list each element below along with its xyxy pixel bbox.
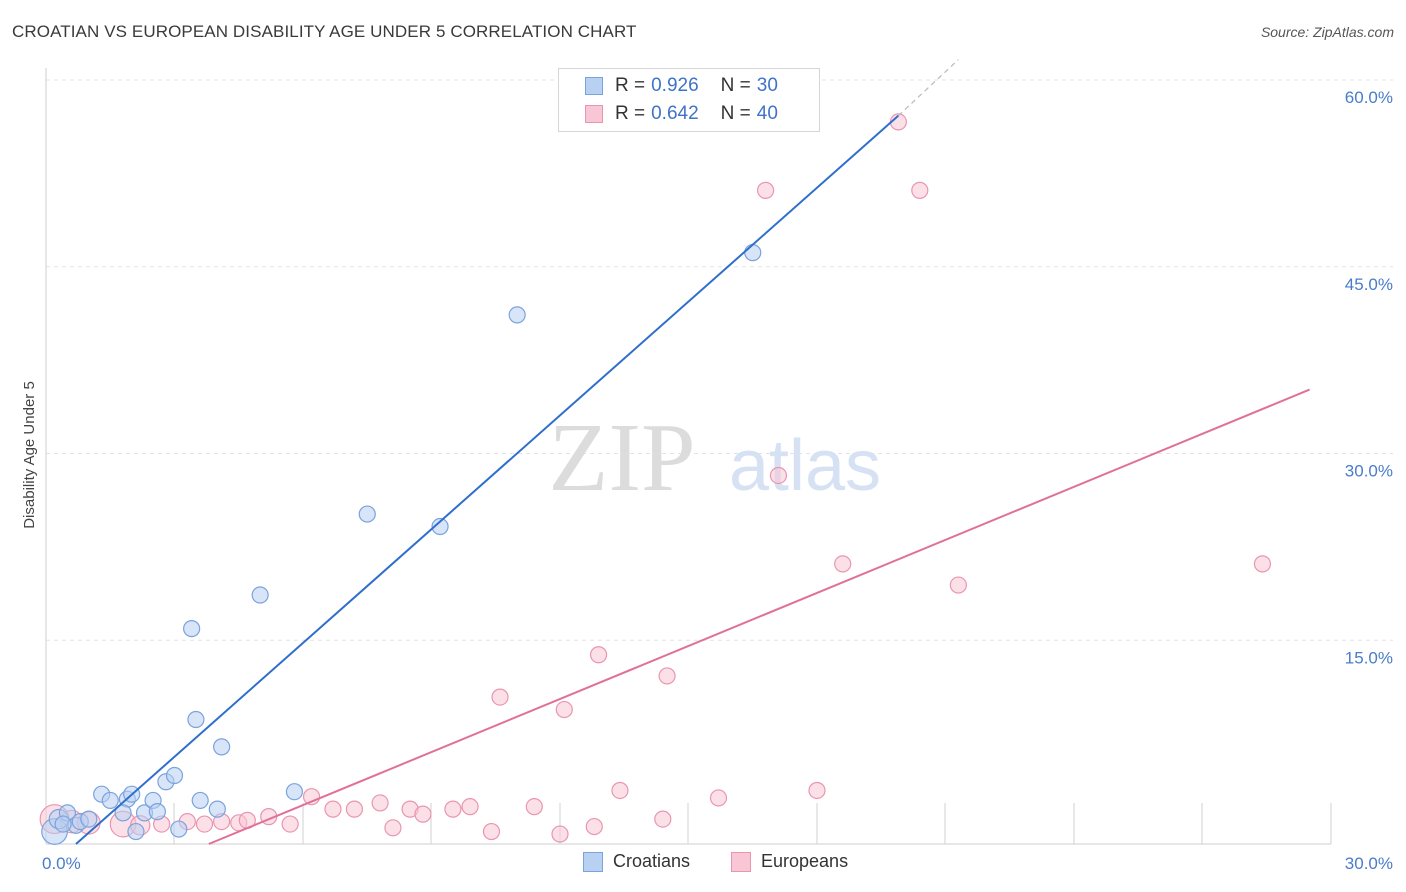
chart-source: Source: ZipAtlas.com xyxy=(1260,24,1394,40)
croatians-point xyxy=(148,803,166,821)
croatians-point xyxy=(114,804,132,822)
europeans-points xyxy=(39,113,1272,843)
europeans-point xyxy=(371,794,389,812)
watermark-zip: ZIP xyxy=(549,404,696,512)
grid-lines xyxy=(46,79,1393,641)
x-tick-labels: 0.0% 30.0% xyxy=(42,854,1393,873)
europeans-swatch xyxy=(731,851,751,872)
y-tick-label: 30.0% xyxy=(1345,462,1393,481)
europeans-point xyxy=(555,700,573,719)
croatians-point xyxy=(251,586,269,604)
legend: R = 0.926 N = 30 R = 0.642 N = 40 xyxy=(558,68,820,132)
legend-row-croatians: R = 0.926 N = 30 xyxy=(585,73,778,99)
europeans-point xyxy=(756,181,775,199)
croatians-point xyxy=(508,306,526,324)
croatians-point xyxy=(127,822,145,841)
croatians-trend-extension xyxy=(897,59,959,117)
bottom-legend: Croatians Europeans xyxy=(0,851,1406,877)
croatians-point xyxy=(208,800,226,818)
europeans-point xyxy=(911,181,929,199)
croatians-point xyxy=(54,815,72,833)
europeans-point xyxy=(769,466,788,485)
europeans-point xyxy=(949,576,967,594)
y-tick-label: 45.0% xyxy=(1345,275,1393,294)
europeans-point xyxy=(525,798,543,816)
croatians-swatch xyxy=(583,851,603,872)
croatians-point xyxy=(187,710,205,729)
europeans-point xyxy=(834,555,852,573)
croatians-trend-line xyxy=(75,114,900,845)
legend-n-value: 30 xyxy=(756,75,778,96)
legend-row-europeans: R = 0.642 N = 40 xyxy=(585,101,778,127)
croatians-point xyxy=(170,820,188,838)
legend-r-value: 0.926 xyxy=(651,75,699,96)
europeans-point xyxy=(345,800,363,818)
watermark: ZIP atlas xyxy=(549,404,882,512)
croatians-point xyxy=(191,791,209,810)
croatians-point xyxy=(80,810,98,828)
europeans-point xyxy=(1253,555,1272,573)
legend-n-value: 40 xyxy=(756,103,778,124)
chart-title: CROATIAN VS EUROPEAN DISABILITY AGE UNDE… xyxy=(12,22,637,41)
croatians-point xyxy=(101,791,119,810)
croatians-point xyxy=(285,783,304,801)
croatians-point xyxy=(744,244,762,262)
legend-r-value: 0.642 xyxy=(651,103,699,124)
croatians-point xyxy=(358,505,376,523)
europeans-point xyxy=(281,815,299,833)
y-axis-label: Disability Age Under 5 xyxy=(21,381,38,529)
bottom-legend-croatians[interactable]: Croatians xyxy=(583,851,690,872)
x-tick-label: 30.0% xyxy=(1345,854,1393,873)
croatians-label: Croatians xyxy=(613,851,691,871)
europeans-point xyxy=(414,805,432,823)
legend-r-label: R = xyxy=(615,103,646,124)
europeans-point xyxy=(461,798,479,816)
europeans-swatch xyxy=(585,105,603,123)
europeans-point xyxy=(709,789,728,807)
europeans-point xyxy=(658,667,676,685)
bottom-legend-europeans[interactable]: Europeans xyxy=(731,851,848,872)
europeans-point xyxy=(589,646,608,664)
europeans-point xyxy=(654,810,672,828)
croatians-swatch xyxy=(585,77,603,95)
legend-n-label: N = xyxy=(720,103,751,124)
europeans-point xyxy=(808,781,826,800)
legend-n-label: N = xyxy=(720,75,751,96)
europeans-point xyxy=(551,825,569,843)
croatians-point xyxy=(431,517,449,536)
croatians-point xyxy=(213,738,231,756)
croatians-point xyxy=(165,766,184,785)
europeans-point xyxy=(384,819,402,837)
europeans-point xyxy=(585,817,603,836)
europeans-point xyxy=(482,822,501,841)
axes xyxy=(45,68,1332,845)
europeans-point xyxy=(611,781,629,800)
croatians-point xyxy=(183,620,201,638)
europeans-label: Europeans xyxy=(761,851,849,871)
y-tick-labels: 15.0% 30.0% 45.0% 60.0% xyxy=(1345,88,1393,667)
x-tick-label: 0.0% xyxy=(42,854,81,873)
y-tick-label: 60.0% xyxy=(1345,88,1393,107)
watermark-atlas: atlas xyxy=(729,426,881,506)
y-tick-label: 15.0% xyxy=(1345,648,1393,667)
trend-lines xyxy=(75,59,1310,845)
legend-r-label: R = xyxy=(615,75,646,96)
europeans-point xyxy=(491,688,509,706)
europeans-point xyxy=(444,800,462,818)
europeans-trend-line xyxy=(208,388,1310,845)
croatians-points xyxy=(41,244,762,845)
europeans-point xyxy=(324,800,342,818)
europeans-point xyxy=(195,815,214,833)
